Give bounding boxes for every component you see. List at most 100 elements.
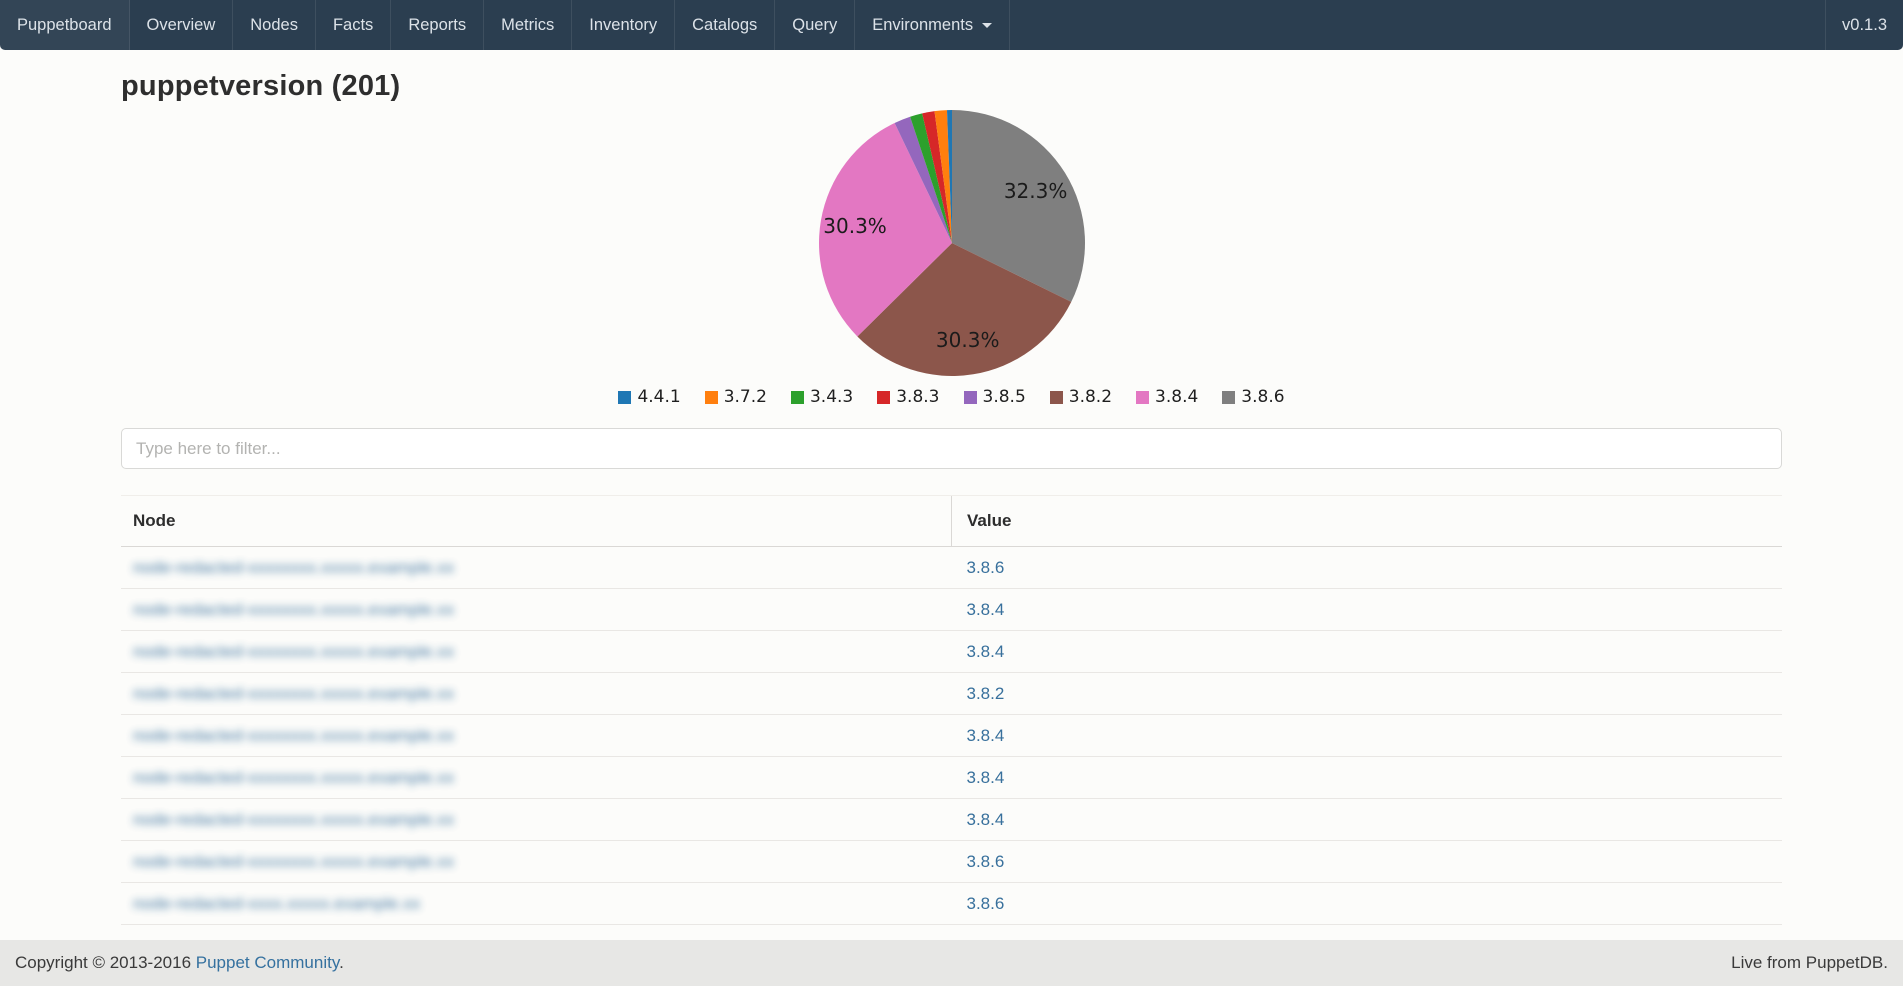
value-cell: 3.8.6: [951, 840, 1782, 883]
table-row: node-redacted-xxxxxxxx.xxxxx.example.xx 3…: [121, 714, 1782, 757]
node-link[interactable]: node-redacted-xxxxxxxx.xxxxx.example.xx: [133, 683, 455, 703]
column-header-node[interactable]: Node: [121, 495, 952, 547]
legend-item-3.8.6: 3.8.6: [1222, 387, 1285, 407]
value-cell: 3.8.4: [951, 798, 1782, 841]
legend-label: 3.8.6: [1241, 387, 1285, 407]
nav-item-label: Puppetboard: [17, 15, 112, 34]
pie-slice-3.8.4: [818, 123, 952, 337]
legend-label: 3.8.2: [1068, 387, 1113, 407]
node-link[interactable]: node-redacted-xxxxxxxx.xxxxx.example.xx: [133, 725, 455, 745]
node-cell: node-redacted-xxxxxxxx.xxxxx.example.xx: [121, 588, 952, 631]
pie-slice-3.8.2: [856, 243, 1071, 376]
value-link[interactable]: 3.8.2: [966, 683, 1005, 703]
value-link[interactable]: 3.8.6: [966, 557, 1005, 577]
legend-item-3.8.5: 3.8.5: [963, 387, 1026, 407]
pie-slice-3.7.2: [934, 110, 952, 243]
nav-item-label: Catalogs: [692, 15, 758, 34]
column-header-value[interactable]: Value: [951, 495, 1782, 547]
copyright-prefix: Copyright © 2013-2016: [15, 953, 196, 972]
value-link[interactable]: 3.8.6: [966, 893, 1005, 913]
pie-slice-3.8.5: [894, 116, 952, 243]
node-link[interactable]: node-redacted-xxxxxxxx.xxxxx.example.xx: [133, 809, 455, 829]
legend-swatch: [963, 390, 977, 404]
value-link[interactable]: 3.8.4: [966, 641, 1005, 661]
nav-item-label: Facts: [332, 15, 374, 34]
page-footer: Copyright © 2013-2016 Puppet Community. …: [0, 940, 1903, 986]
fact-chart: 32.3% 30.3% 30.3% 4.4.1 3.7.2 3.4.3 3.8.3 3.8.…: [121, 109, 1782, 407]
nav-item-label: Overview: [146, 15, 216, 34]
value-cell: 3.8.2: [951, 672, 1782, 715]
version-badge: v0.1.3: [1825, 0, 1903, 50]
node-cell: node-redacted-xxxx.xxxxx.example.xx: [121, 882, 952, 925]
legend-swatch: [877, 390, 891, 404]
nav-item-catalogs[interactable]: Catalogs: [675, 0, 776, 50]
node-link[interactable]: node-redacted-xxxxxxxx.xxxxx.example.xx: [133, 641, 455, 661]
node-cell: node-redacted-xxxxxxxx.xxxxx.example.xx: [121, 840, 952, 883]
nav-item-label: Query: [792, 15, 838, 34]
legend-item-3.7.2: 3.7.2: [704, 387, 767, 407]
table-row: node-redacted-xxxxxxxx.xxxxx.example.xx 3…: [121, 588, 1782, 631]
nav-item-inventory[interactable]: Inventory: [572, 0, 676, 50]
value-cell: 3.8.6: [951, 546, 1782, 589]
pie-slice-3.8.3: [921, 111, 952, 243]
node-link[interactable]: node-redacted-xxxx.xxxxx.example.xx: [133, 893, 421, 913]
legend-label: 3.8.4: [1155, 387, 1199, 407]
node-cell: node-redacted-xxxxxxxx.xxxxx.example.xx: [121, 546, 952, 589]
node-cell: node-redacted-xxxxxxxx.xxxxx.example.xx: [121, 798, 952, 841]
pie-percent-label: 30.3%: [935, 328, 999, 352]
value-cell: 3.8.4: [951, 714, 1782, 757]
value-link[interactable]: 3.8.6: [966, 851, 1005, 871]
node-cell: node-redacted-xxxxxxxx.xxxxx.example.xx: [121, 714, 952, 757]
value-link[interactable]: 3.8.4: [966, 767, 1005, 787]
node-link[interactable]: node-redacted-xxxxxxxx.xxxxx.example.xx: [133, 557, 455, 577]
top-navbar: Puppetboard Overview Nodes Facts Reports Metr…: [0, 0, 1903, 50]
nav-item-puppetboard[interactable]: Puppetboard: [0, 0, 130, 50]
legend-label: 3.7.2: [723, 387, 767, 407]
nav-item-facts[interactable]: Facts: [316, 0, 392, 50]
value-cell: 3.8.4: [951, 756, 1782, 799]
value-link[interactable]: 3.8.4: [966, 599, 1005, 619]
table-row: node-redacted-xxxx.xxxxx.example.xx 3.8.6: [121, 882, 1782, 925]
legend-item-3.8.4: 3.8.4: [1136, 387, 1198, 407]
table-row: node-redacted-xxxxxxxx.xxxxx.example.xx 3…: [121, 840, 1782, 883]
nav-item-query[interactable]: Query: [775, 0, 856, 50]
pie-chart: 32.3% 30.3% 30.3%: [818, 110, 1085, 376]
page-title: puppetversion (201): [121, 70, 401, 102]
legend-item-4.4.1: 4.4.1: [618, 387, 681, 407]
copyright-text: Copyright © 2013-2016 Puppet Community.: [15, 953, 344, 973]
legend-swatch: [1222, 390, 1236, 404]
node-link[interactable]: node-redacted-xxxxxxxx.xxxxx.example.xx: [133, 767, 455, 787]
live-status-text: Live from PuppetDB.: [1731, 953, 1888, 972]
puppet-community-link[interactable]: Puppet Community: [195, 953, 340, 972]
table-row: node-redacted-xxxxxxxx.xxxxx.example.xx 3…: [121, 672, 1782, 715]
chevron-down-icon: [982, 22, 993, 28]
chart-legend: 4.4.1 3.7.2 3.4.3 3.8.3 3.8.5 3.8.2 3.8.4 3.8.6: [618, 387, 1285, 407]
table-row: node-redacted-xxxxxxxx.xxxxx.example.xx 3…: [121, 756, 1782, 799]
nav-item-reports[interactable]: Reports: [391, 0, 485, 50]
legend-item-3.4.3: 3.4.3: [790, 387, 853, 407]
nav-item-nodes[interactable]: Nodes: [233, 0, 316, 50]
legend-swatch: [1136, 390, 1150, 404]
nav-item-metrics[interactable]: Metrics: [484, 0, 573, 50]
node-link[interactable]: node-redacted-xxxxxxxx.xxxxx.example.xx: [133, 851, 455, 871]
value-link[interactable]: 3.8.4: [966, 725, 1005, 745]
main-content: puppetversion (201) 32.3% 30.3% 30.3% 4.4.…: [0, 50, 1903, 940]
legend-label: 4.4.1: [637, 387, 681, 407]
legend-swatch: [618, 390, 632, 404]
fact-table-body: node-redacted-xxxxxxxx.xxxxx.example.xx 3…: [121, 546, 1782, 925]
pie-percent-label: 32.3%: [1003, 179, 1067, 203]
legend-label: 3.8.5: [982, 387, 1026, 407]
value-link[interactable]: 3.8.4: [966, 809, 1005, 829]
legend-item-3.8.2: 3.8.2: [1049, 387, 1113, 407]
nav-item-environments[interactable]: Environments: [855, 0, 1011, 50]
pie-slice-3.8.6: [951, 110, 1085, 302]
value-cell: 3.8.6: [951, 882, 1782, 925]
legend-swatch: [704, 390, 718, 404]
fact-table: Node Value node-redacted-xxxxxxxx.xxxxx.…: [121, 495, 1782, 925]
filter-input[interactable]: [121, 428, 1782, 469]
nav-item-label: Reports: [408, 15, 467, 34]
nav-item-overview[interactable]: Overview: [130, 0, 234, 50]
pie-slice-4.4.1: [946, 110, 952, 243]
node-link[interactable]: node-redacted-xxxxxxxx.xxxxx.example.xx: [133, 599, 455, 619]
